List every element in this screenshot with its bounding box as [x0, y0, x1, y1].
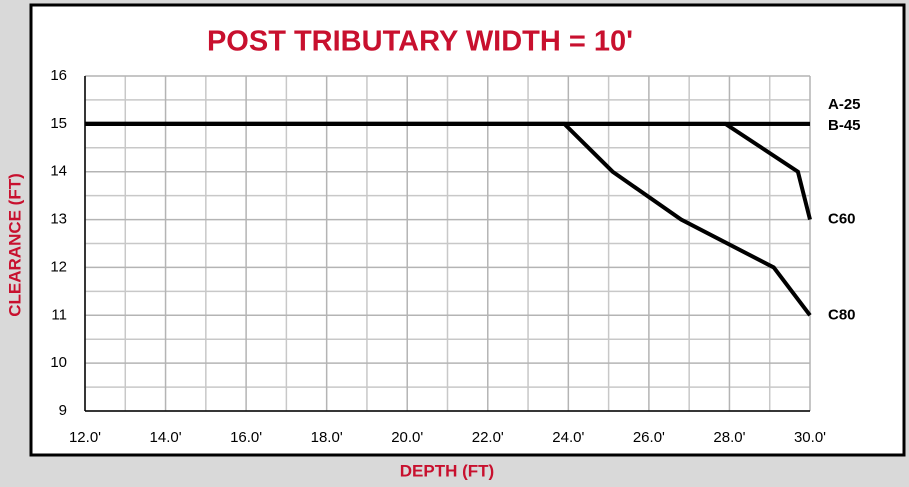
y-tick-label: 15: [50, 115, 67, 132]
series-line: [85, 121, 812, 317]
x-axis-label: DEPTH (FT): [400, 461, 494, 480]
x-tick-label: 12.0': [69, 429, 101, 446]
series-label: C60: [828, 211, 856, 228]
x-tick-label: 18.0': [311, 429, 343, 446]
x-tick-label: 22.0': [472, 429, 504, 446]
series-label: A-25: [828, 96, 861, 113]
x-tick-label: 20.0': [391, 429, 423, 446]
x-tick-label: 30.0': [794, 429, 826, 446]
y-tick-label: 12: [50, 258, 67, 275]
chart-title: POST TRIBUTARY WIDTH = 10': [207, 26, 633, 58]
y-axis-label: CLEARANCE (FT): [5, 173, 24, 317]
series-label: B-45: [828, 117, 861, 134]
x-tick-label: 26.0': [633, 429, 665, 446]
y-tick-label: 11: [51, 306, 67, 323]
y-tick-label: 13: [50, 211, 67, 228]
x-tick-label: 16.0': [230, 429, 262, 446]
x-tick-label: 14.0': [150, 429, 182, 446]
y-tick-label: 16: [50, 67, 67, 84]
x-tick-label: 24.0': [552, 429, 584, 446]
y-tick-label: 14: [50, 163, 67, 180]
x-tick-label: 28.0': [713, 429, 745, 446]
series-label: C80: [828, 306, 856, 323]
chart-frame: [29, 3, 906, 457]
y-tick-label: 9: [59, 402, 67, 419]
y-tick-label: 10: [50, 354, 67, 371]
